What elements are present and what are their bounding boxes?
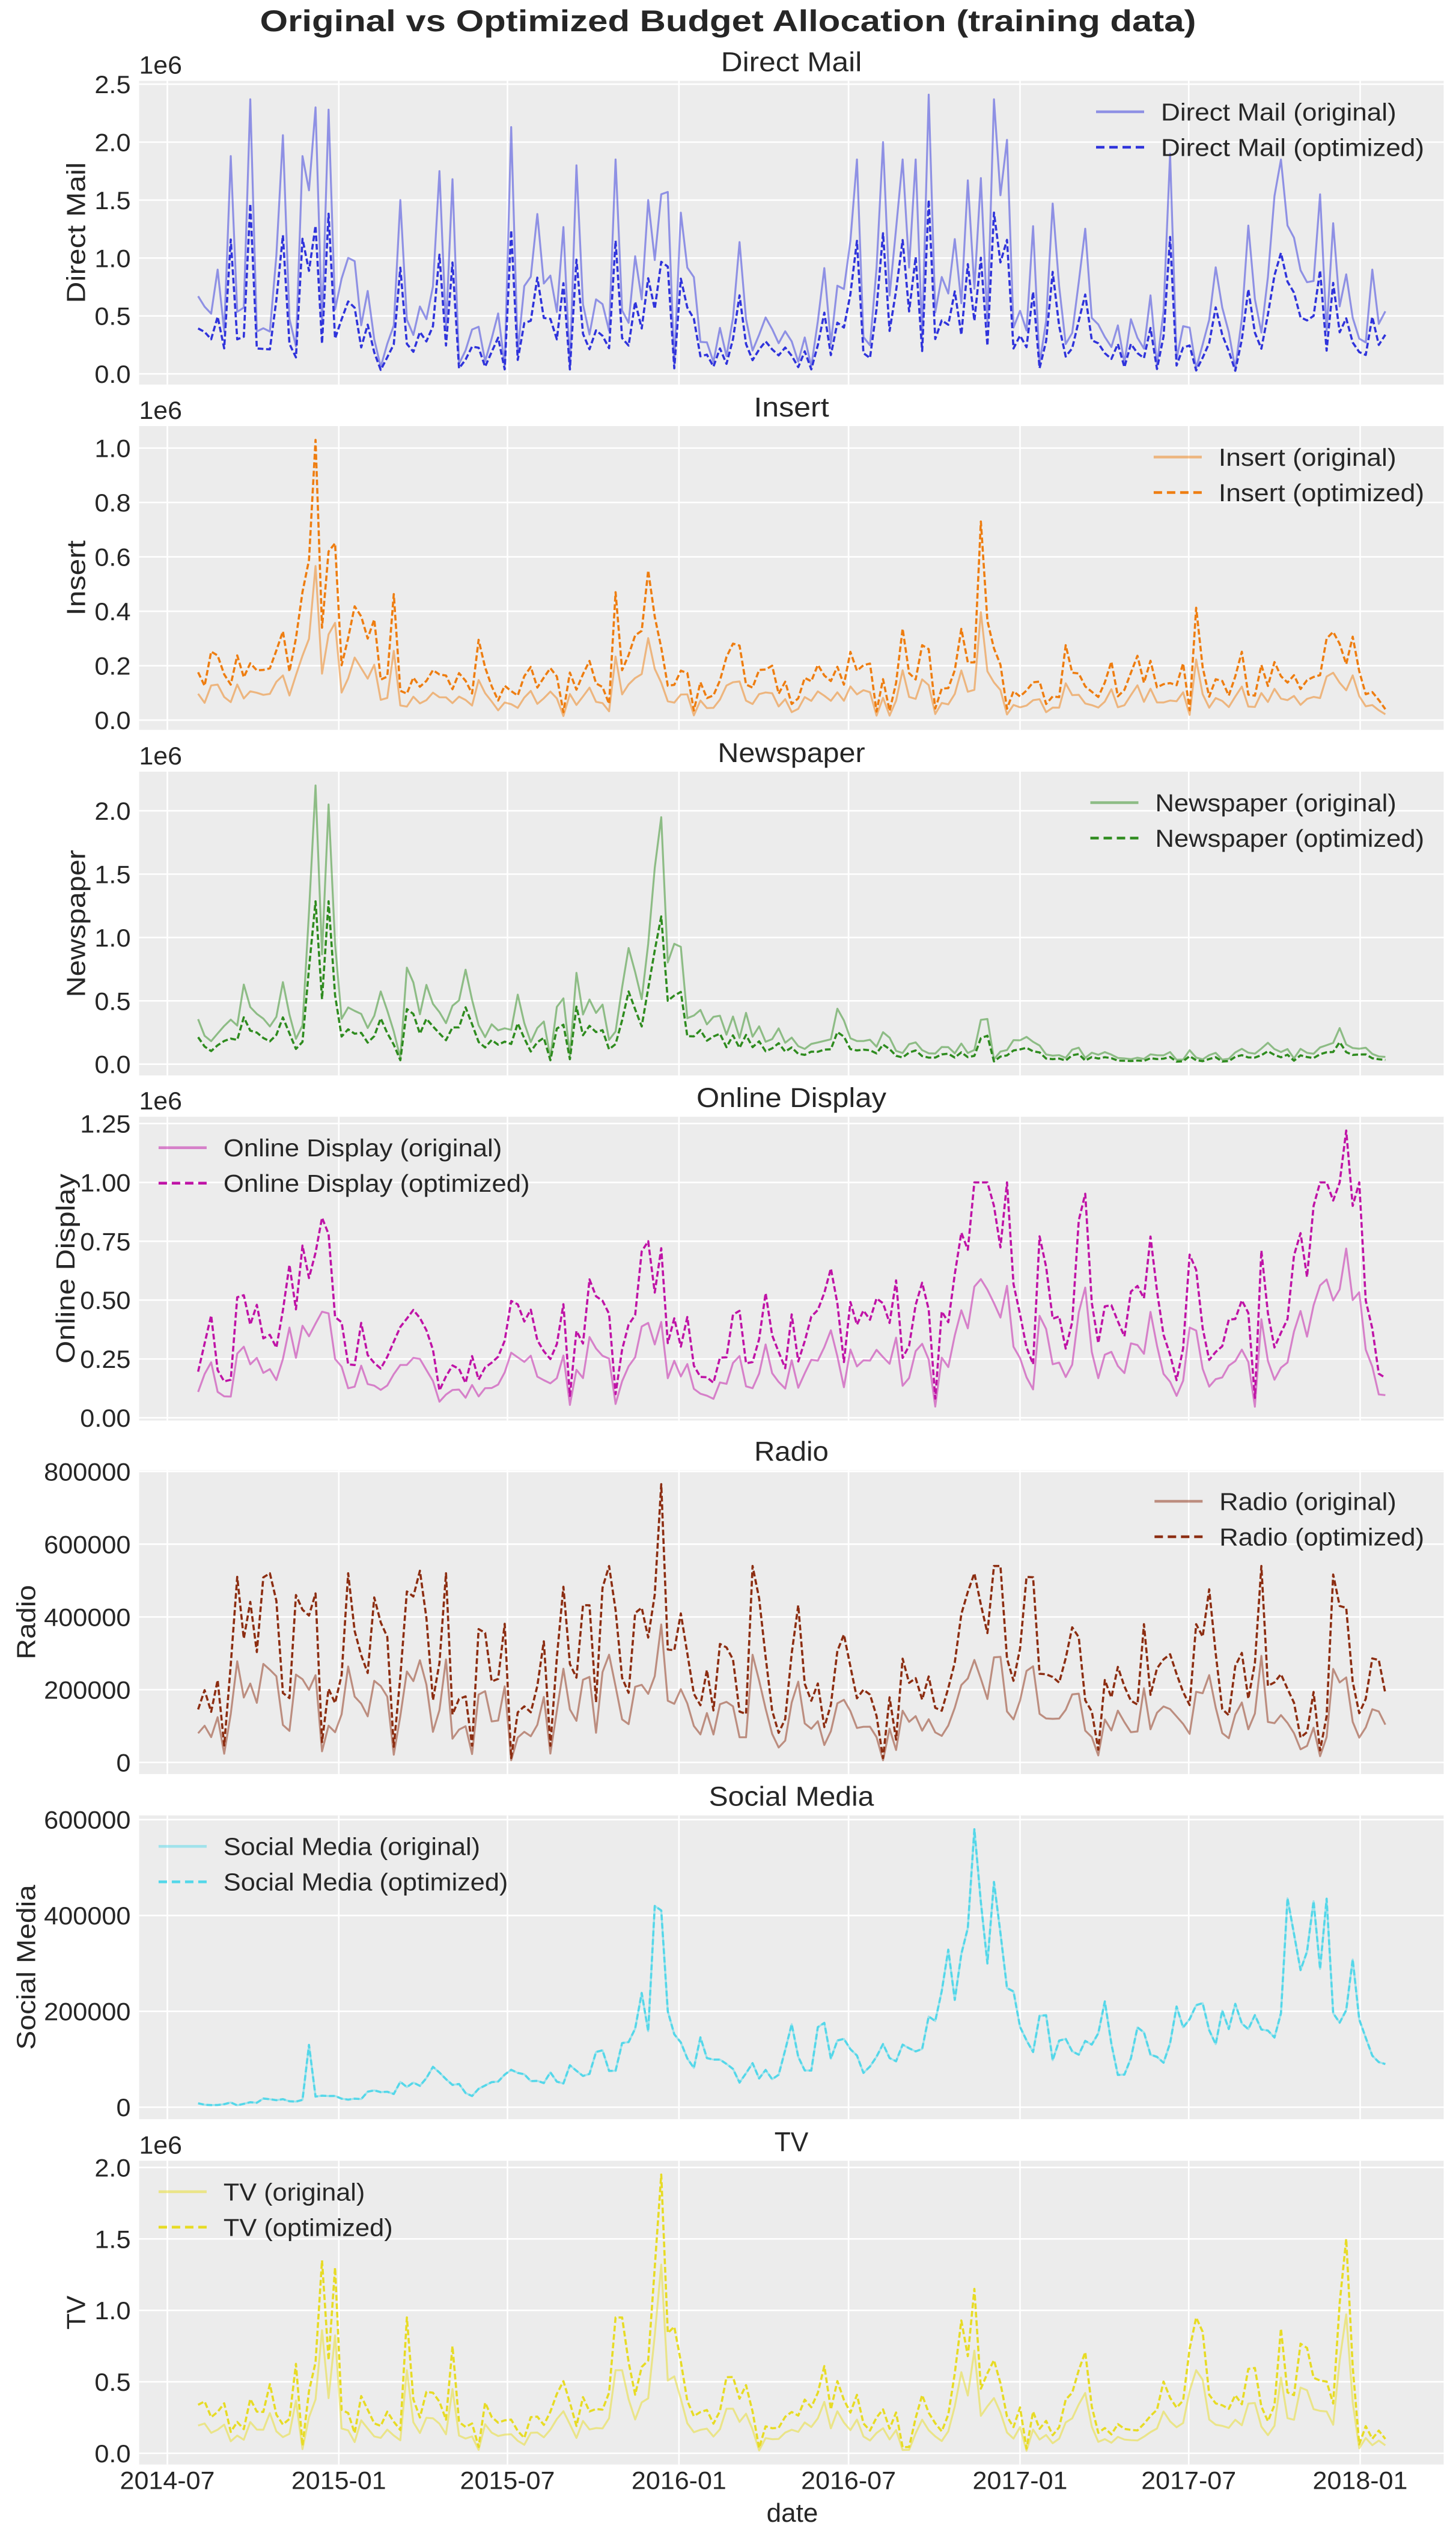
svg-text:0: 0 xyxy=(117,2093,131,2122)
svg-text:0.4: 0.4 xyxy=(94,597,130,626)
svg-text:Direct Mail: Direct Mail xyxy=(721,47,862,78)
svg-text:Radio: Radio xyxy=(12,1585,41,1659)
svg-text:Insert (optimized): Insert (optimized) xyxy=(1219,479,1424,507)
svg-text:Newspaper: Newspaper xyxy=(62,850,91,997)
svg-text:0.8: 0.8 xyxy=(94,489,130,517)
svg-text:Direct Mail: Direct Mail xyxy=(62,162,91,304)
svg-text:0.2: 0.2 xyxy=(94,652,130,680)
svg-text:2018-01: 2018-01 xyxy=(1313,2466,1408,2494)
svg-text:1.0: 1.0 xyxy=(94,924,130,952)
svg-text:0.25: 0.25 xyxy=(80,1345,130,1373)
svg-text:1.5: 1.5 xyxy=(94,861,130,889)
svg-text:1e6: 1e6 xyxy=(139,742,182,770)
svg-text:1e6: 1e6 xyxy=(139,396,182,424)
svg-text:1.5: 1.5 xyxy=(94,2225,130,2253)
svg-text:2017-01: 2017-01 xyxy=(973,2466,1068,2494)
svg-text:Online Display (original): Online Display (original) xyxy=(224,1134,502,1162)
svg-text:Insert: Insert xyxy=(754,392,829,422)
svg-text:400000: 400000 xyxy=(44,1902,130,1930)
svg-text:1.0: 1.0 xyxy=(94,244,130,272)
svg-text:2017-07: 2017-07 xyxy=(1141,2466,1236,2494)
svg-text:1.5: 1.5 xyxy=(94,186,130,215)
svg-text:Radio: Radio xyxy=(754,1436,829,1467)
svg-text:Direct Mail (optimized): Direct Mail (optimized) xyxy=(1161,134,1424,162)
svg-text:Radio (original): Radio (original) xyxy=(1219,1488,1396,1516)
svg-text:0.5: 0.5 xyxy=(94,987,130,1015)
svg-text:0.0: 0.0 xyxy=(94,2439,130,2468)
svg-text:2.0: 2.0 xyxy=(94,2153,130,2182)
svg-text:Direct Mail (original): Direct Mail (original) xyxy=(1161,99,1397,126)
svg-text:200000: 200000 xyxy=(44,1998,130,2026)
svg-text:2015-01: 2015-01 xyxy=(291,2466,386,2494)
svg-text:Social Media: Social Media xyxy=(709,1781,875,1812)
svg-text:2015-07: 2015-07 xyxy=(460,2466,555,2494)
svg-text:TV (original): TV (original) xyxy=(224,2178,365,2206)
svg-text:400000: 400000 xyxy=(44,1603,130,1631)
svg-text:600000: 600000 xyxy=(44,1806,130,1834)
svg-text:Newspaper: Newspaper xyxy=(717,737,865,768)
svg-text:1.25: 1.25 xyxy=(80,1109,130,1138)
svg-text:2.0: 2.0 xyxy=(94,797,130,825)
svg-text:2.0: 2.0 xyxy=(94,129,130,157)
svg-text:0: 0 xyxy=(117,1749,131,1777)
svg-text:Social Media (original): Social Media (original) xyxy=(224,1833,480,1861)
svg-text:2.5: 2.5 xyxy=(94,70,130,99)
svg-text:0.0: 0.0 xyxy=(94,360,130,388)
svg-text:0.00: 0.00 xyxy=(80,1404,130,1432)
svg-text:Insert (original): Insert (original) xyxy=(1219,444,1397,471)
svg-text:2016-07: 2016-07 xyxy=(801,2466,896,2494)
svg-text:0.75: 0.75 xyxy=(80,1227,130,1255)
svg-text:Radio (optimized): Radio (optimized) xyxy=(1219,1524,1424,1551)
svg-text:0.5: 0.5 xyxy=(94,302,130,331)
svg-text:1.00: 1.00 xyxy=(80,1168,130,1197)
svg-text:Online Display: Online Display xyxy=(696,1082,887,1113)
svg-text:1.0: 1.0 xyxy=(94,2296,130,2325)
svg-text:Insert: Insert xyxy=(62,540,91,615)
svg-text:Social Media: Social Media xyxy=(12,1884,41,2049)
svg-text:0.0: 0.0 xyxy=(94,1051,130,1079)
svg-text:1e6: 1e6 xyxy=(139,1087,182,1115)
svg-text:1.0: 1.0 xyxy=(94,435,130,463)
svg-text:0.50: 0.50 xyxy=(80,1286,130,1314)
svg-text:Online Display: Online Display xyxy=(51,1174,81,1364)
svg-text:2016-01: 2016-01 xyxy=(632,2466,726,2494)
svg-text:Newspaper (original): Newspaper (original) xyxy=(1156,789,1397,817)
svg-text:TV: TV xyxy=(62,2295,91,2329)
svg-text:800000: 800000 xyxy=(44,1457,130,1486)
svg-text:200000: 200000 xyxy=(44,1676,130,1704)
svg-text:Newspaper (optimized): Newspaper (optimized) xyxy=(1156,825,1425,852)
svg-text:0.0: 0.0 xyxy=(94,706,130,734)
svg-text:0.5: 0.5 xyxy=(94,2368,130,2396)
svg-text:0.6: 0.6 xyxy=(94,543,130,572)
svg-text:1e6: 1e6 xyxy=(139,2131,182,2159)
svg-text:Original vs Optimized Budget A: Original vs Optimized Budget Allocation … xyxy=(260,4,1196,38)
svg-text:Online Display (optimized): Online Display (optimized) xyxy=(224,1170,530,1197)
svg-text:2014-07: 2014-07 xyxy=(120,2466,215,2494)
svg-text:TV (optimized): TV (optimized) xyxy=(224,2213,393,2241)
svg-text:1e6: 1e6 xyxy=(139,51,182,79)
svg-text:TV: TV xyxy=(775,2126,809,2157)
svg-text:Social Media (optimized): Social Media (optimized) xyxy=(224,1868,508,1896)
svg-text:date: date xyxy=(767,2498,818,2528)
svg-text:600000: 600000 xyxy=(44,1530,130,1558)
